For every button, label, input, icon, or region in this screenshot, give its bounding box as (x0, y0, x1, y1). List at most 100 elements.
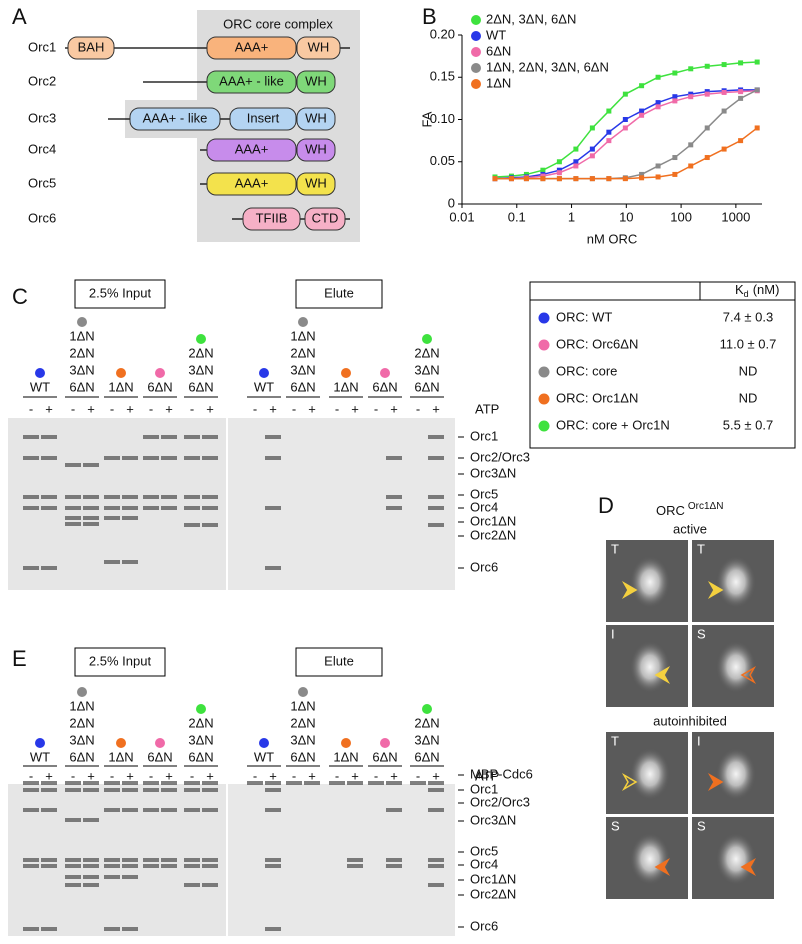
lane-sign: + (308, 768, 316, 783)
data-point (754, 59, 760, 65)
gel-band (65, 463, 81, 467)
arrowhead (740, 665, 757, 685)
gel-band (122, 506, 138, 510)
gel-band (41, 927, 57, 931)
view-label: T (697, 541, 705, 556)
title-main: ORC (656, 503, 685, 518)
elute-label: Elute (324, 653, 354, 668)
gel-band (65, 788, 81, 792)
lane-sign: + (206, 401, 214, 416)
gel-band (184, 523, 200, 527)
gel-band (41, 781, 57, 785)
gel-band (184, 883, 200, 887)
gel-band (122, 858, 138, 862)
x-tick-label: 100 (670, 209, 692, 224)
gel-band (41, 456, 57, 460)
lane-label: 3ΔN (188, 732, 213, 747)
data-point (721, 146, 727, 152)
gel-band (122, 927, 138, 931)
gel-band (202, 864, 218, 868)
x-tick-label: 0.01 (449, 209, 474, 224)
arrowhead (707, 580, 724, 600)
gel-band (265, 506, 281, 510)
gel-band (386, 864, 402, 868)
particle (716, 641, 756, 693)
row-dot (538, 339, 550, 351)
lane-label: 6ΔN (69, 379, 94, 394)
lane-label: 1ΔN (69, 328, 94, 343)
gel-band (161, 808, 177, 812)
domain-label: Insert (247, 110, 280, 125)
label-box (295, 279, 383, 309)
gel-band (368, 781, 384, 785)
gel-band (23, 808, 39, 812)
active-label: active (673, 521, 707, 536)
gel-band (161, 781, 177, 785)
gel-band (143, 808, 159, 812)
row-dot (538, 420, 550, 432)
gel-band (23, 788, 39, 792)
gel-band (83, 864, 99, 868)
panel-letter: D (598, 493, 614, 518)
series-line (494, 127, 758, 180)
band-label: Orc3ΔN (470, 465, 516, 480)
gel-band (122, 875, 138, 879)
lane-label: 3ΔN (414, 362, 439, 377)
panel-letter: B (422, 4, 437, 29)
lane-label: 6ΔN (147, 379, 172, 394)
gel-band (143, 456, 159, 460)
data-point (540, 173, 546, 179)
lane-sign: - (190, 768, 194, 783)
gel-band (83, 506, 99, 510)
band-label: Orc1ΔN (470, 871, 516, 886)
x-tick-label: 0.1 (508, 209, 526, 224)
gel-band (83, 883, 99, 887)
gel-band (122, 516, 138, 520)
gel-band (347, 864, 363, 868)
y-axis-label: FA (419, 111, 434, 127)
data-point (589, 153, 595, 159)
y-tick-label: 0.20 (430, 26, 455, 41)
band-label: Orc6 (470, 918, 498, 933)
data-point (672, 171, 678, 177)
data-point (672, 70, 678, 76)
gel-band (428, 435, 444, 439)
data-point (721, 62, 727, 68)
data-point (589, 176, 595, 182)
gel-band (428, 495, 444, 499)
row-dot (538, 312, 550, 324)
atp-label: ATP (475, 401, 499, 416)
gel-band (184, 808, 200, 812)
gel-band (184, 858, 200, 862)
lane-label: 6ΔN (414, 379, 439, 394)
x-tick-label: 1 (568, 209, 575, 224)
gel-band (104, 927, 120, 931)
lane-label: 6ΔN (147, 749, 172, 764)
protein-name: Orc6 (28, 210, 56, 225)
gel-band (265, 808, 281, 812)
legend-label: 1ΔN (486, 75, 511, 90)
lane-label: WT (30, 749, 50, 764)
domain (296, 70, 336, 94)
header-symbol: K (735, 282, 744, 297)
data-point (556, 170, 562, 176)
lane-sign: - (71, 768, 75, 783)
gel-band (83, 522, 99, 526)
data-point (688, 66, 694, 72)
lane-label: 2ΔN (188, 715, 213, 730)
data-point (655, 74, 661, 80)
gel-band (41, 864, 57, 868)
arrowhead (707, 772, 724, 792)
gel-band (122, 808, 138, 812)
gel-band (122, 788, 138, 792)
gel-band (65, 522, 81, 526)
gel-band (161, 456, 177, 460)
lane-sign: + (308, 401, 316, 416)
arrowhead (621, 580, 638, 600)
data-point (556, 167, 562, 173)
lane-label: 1ΔN (290, 698, 315, 713)
data-point (704, 125, 710, 131)
lane-sign: + (390, 401, 398, 416)
lane-sign: - (374, 401, 378, 416)
